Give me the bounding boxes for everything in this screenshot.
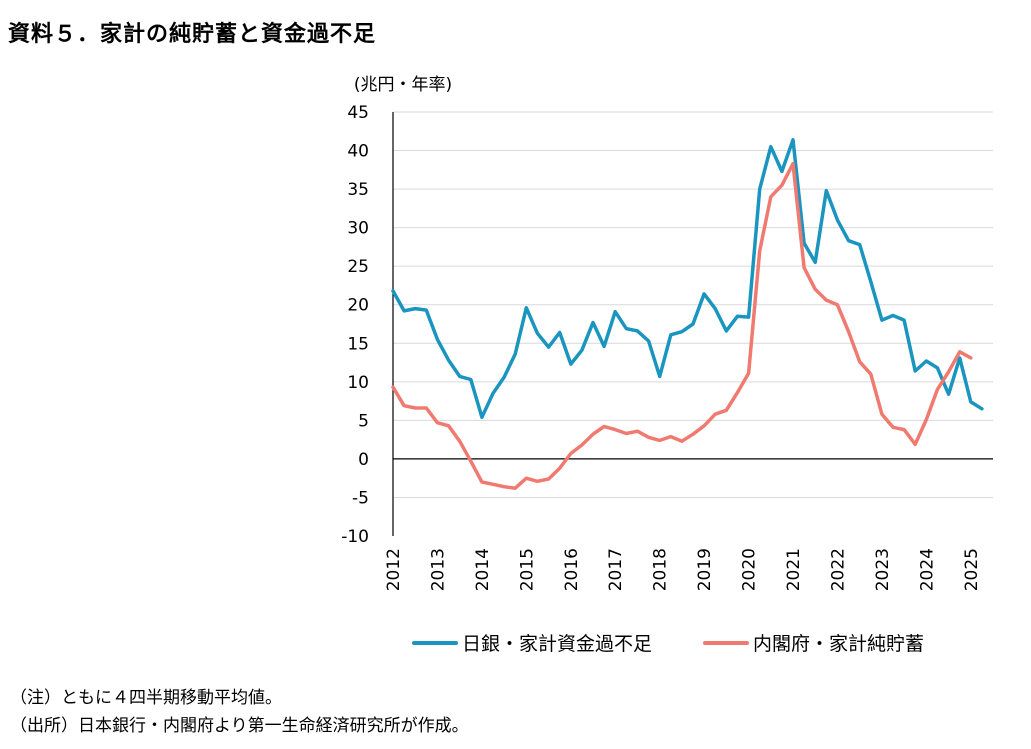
series-lines xyxy=(391,138,984,490)
x-tick-label: 2018 xyxy=(651,548,671,591)
x-tick-label: 2025 xyxy=(962,548,982,591)
y-axis-unit-label: (兆円・年率) xyxy=(354,75,452,95)
page-title: 資料５．家計の純貯蓄と資金過不足 xyxy=(8,22,377,47)
legend-label: 内閣府・家計純貯蓄 xyxy=(753,633,924,655)
legend: 日銀・家計資金過不足 内閣府・家計純貯蓄 xyxy=(412,633,924,655)
y-tick-label: 30 xyxy=(347,219,369,239)
x-tick-label: 2020 xyxy=(740,548,760,591)
series-line-1 xyxy=(391,138,984,420)
y-tick-label: 40 xyxy=(347,142,369,162)
x-tick-labels: 2012 2013 2014 2015 2016 2017 2018 2019 2020 2021… xyxy=(384,548,982,591)
y-tick-label: 45 xyxy=(347,103,369,123)
y-tick-label: 10 xyxy=(347,373,369,393)
x-tick-label: 2014 xyxy=(473,548,493,591)
series-line-2 xyxy=(391,161,973,490)
gridlines xyxy=(392,111,993,536)
y-tick-label: 0 xyxy=(358,450,369,470)
y-tick-label: -5 xyxy=(352,488,369,508)
x-tick-label: 2015 xyxy=(517,548,537,591)
x-tick-label: 2019 xyxy=(695,548,715,591)
y-tick-label: 15 xyxy=(347,334,369,354)
source-text: （出所）日本銀行・内閣府より第一生命経済研究所が作成。 xyxy=(10,716,469,736)
x-tick-label: 2023 xyxy=(873,548,893,591)
y-tick-label: -10 xyxy=(341,527,369,547)
y-tick-label: 20 xyxy=(347,296,369,316)
x-tick-label: 2012 xyxy=(384,548,404,591)
y-tick-label: 5 xyxy=(358,411,369,431)
legend-label: 日銀・家計資金過不足 xyxy=(462,633,652,655)
x-tick-label: 2013 xyxy=(428,548,448,591)
x-tick-label: 2017 xyxy=(606,548,626,591)
x-tick-label: 2024 xyxy=(917,548,937,591)
note-text: （注）ともに４四半期移動平均値。 xyxy=(10,688,282,708)
x-tick-label: 2016 xyxy=(562,548,582,591)
y-tick-label: 35 xyxy=(347,180,369,200)
y-tick-labels: 45 40 35 30 25 20 15 10 5 0 -5 -10 xyxy=(341,103,369,547)
x-tick-label: 2022 xyxy=(828,548,848,591)
x-tick-label: 2021 xyxy=(784,548,804,591)
y-tick-label: 25 xyxy=(347,257,369,277)
footnotes: （注）ともに４四半期移動平均値。 （出所）日本銀行・内閣府より第一生命経済研究所… xyxy=(10,684,469,740)
